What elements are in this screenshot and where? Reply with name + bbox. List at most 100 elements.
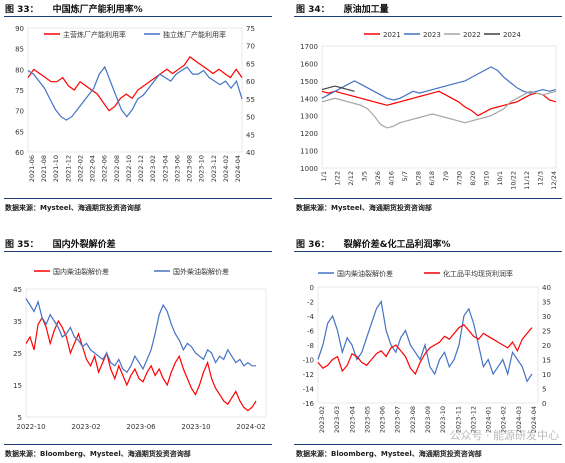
x-tick-label: 2022-12 [137, 155, 145, 182]
x-tick-label: 2021-12 [64, 155, 72, 182]
x-tick-label: 2023-12 [210, 155, 218, 182]
x-tick-label: 2024-04 [530, 406, 538, 433]
refinery-utilization-chart: 60 65 70 75 80 85 90 40 45 50 55 60 65 70 75 2021-06 202… [15, 25, 255, 182]
legend-label: 2022 [463, 31, 481, 39]
y-tick-label: 35 [542, 299, 551, 307]
series-line [25, 298, 256, 374]
y-tick-label: 70 [246, 43, 255, 51]
title-rule [4, 16, 272, 17]
y-tick-label: 35 [13, 318, 22, 326]
x-tick-label: 3/5 [361, 171, 369, 181]
x-tick-label: 5/7 [401, 171, 409, 181]
series-line [321, 90, 557, 129]
y-tick-label: 75 [15, 87, 24, 95]
x-tick-label: 2021-06 [28, 155, 36, 182]
y-tick-label: 10 [542, 371, 551, 379]
legend-label: 国内柴油裂解价差 [337, 269, 393, 278]
title-rule [294, 16, 562, 17]
figure-36-source: 数据来源：Bloomberg、Mysteel、海通期货投资咨询部 [296, 450, 482, 458]
x-tick-label: 2023-02 [149, 155, 157, 182]
figure-title: 国内外裂解价差 [52, 240, 116, 250]
legend-label: 国内柴油裂解价差 [53, 267, 109, 276]
legend-label: 2023 [423, 31, 441, 39]
x-tick-label: 5/28 [415, 171, 423, 186]
y-tick-label: 50 [246, 114, 255, 122]
figure-title: 中国炼厂产能利用率% [52, 5, 143, 15]
y-tick-label: 25 [542, 328, 551, 336]
figure-35-source: 数据来源：Bloomberg、Mysteel、海通期货投资咨询部 [5, 450, 191, 458]
y-tick-label: 30 [542, 313, 551, 321]
x-tick-label: 4/16 [388, 171, 396, 186]
y-tick-label: 45 [246, 131, 255, 139]
x-tick-label: 2023-02 [318, 406, 326, 433]
y-tick-label: 70 [15, 108, 24, 116]
y-tick-label: 1300 [300, 113, 318, 121]
y-tick-label: 90 [15, 25, 24, 33]
x-tick-label: 2023-10 [439, 406, 447, 433]
y-tick-label: 1700 [300, 43, 318, 51]
x-tick-label: 2023-09 [424, 406, 432, 433]
figure-34-source: 数据来源：Mysteel、海通期货投资咨询部 [296, 204, 432, 212]
x-tick-label: 9/10 [482, 171, 490, 186]
y-tick-label: 80 [15, 66, 24, 74]
x-tick-label: 10/22 [509, 171, 517, 190]
series-line [321, 66, 557, 101]
x-tick-label: 6/18 [428, 171, 436, 186]
y-tick-label: 40 [246, 149, 255, 157]
x-tick-label: 7/30 [455, 171, 463, 186]
y-tick-label: 0 [310, 284, 314, 292]
plot-area [321, 45, 557, 169]
y-tick-label: -16 [303, 400, 315, 408]
crack-spread-chart: 5 15 25 35 45 2022-10 2023-02 2023-06 2023-10 202… [13, 267, 267, 431]
x-tick-label: 2024-02 [236, 423, 265, 431]
y-tick-label: 1500 [300, 78, 318, 86]
x-tick-label: 2023-12 [469, 406, 477, 433]
x-tick-label: 2024-02 [222, 155, 230, 182]
series-line [27, 65, 243, 121]
y-tick-label: -8 [307, 342, 314, 350]
y-tick-label: 15 [542, 357, 551, 365]
legend-label: 2024 [503, 31, 521, 39]
x-tick-label: 2024-03 [515, 406, 523, 433]
x-tick-label: 3/26 [374, 171, 382, 186]
x-tick-label: 10/1 [496, 171, 504, 186]
x-tick-label: 12/24 [550, 171, 558, 190]
x-tick-label: 2023-05 [363, 406, 371, 433]
x-tick-label: 2022-10 [125, 155, 133, 182]
x-tick-label: 2023-03 [333, 406, 341, 433]
figure-35-title: 图 35： 国内外裂解价差 [5, 237, 116, 250]
y-tick-label: -4 [307, 313, 315, 321]
x-tick-label: 8/20 [469, 171, 477, 186]
y-tick-label: 40 [542, 284, 551, 292]
y-tick-label: 60 [246, 78, 255, 86]
x-tick-label: 2023-08 [409, 406, 417, 433]
y-tick-label: 20 [542, 342, 551, 350]
x-tick-label: 2023-10 [198, 155, 206, 182]
y-tick-label: 25 [13, 350, 22, 358]
y-tick-label: 1100 [300, 148, 318, 156]
source-rule [294, 198, 562, 199]
title-rule [294, 251, 562, 252]
figure-number: 图 33： [5, 5, 39, 15]
series-line [321, 90, 557, 117]
y-tick-label: 0 [542, 400, 546, 408]
x-tick-label: 2023-04 [348, 406, 356, 433]
figure-title: 裂解价差&化工品利润率% [343, 240, 451, 250]
y-tick-label: 45 [13, 286, 22, 294]
x-tick-label: 2023-08 [186, 155, 194, 182]
y-tick-label: -12 [303, 371, 314, 379]
x-tick-label: 2024-01 [485, 406, 493, 433]
legend-label: 2021 [383, 31, 401, 39]
y-tick-label: 65 [15, 128, 24, 136]
y-tick-label: 5 [18, 414, 22, 422]
crude-processing-chart: 1000 1100 1200 1300 1400 1500 1600 1700 1/1 1/22 2… [300, 31, 558, 190]
series-line [317, 299, 533, 383]
x-tick-label: 2022-06 [101, 155, 109, 182]
series-line [321, 85, 355, 92]
y-tick-label: -2 [307, 299, 314, 307]
spread-profit-chart: -16 -14 -12 -10 -8 -6 -4 -2 0 0 5 10 15 20 25 30 35 40 202… [303, 269, 551, 433]
x-tick-label: 2023-04 [161, 155, 169, 182]
y-tick-label: 85 [15, 46, 24, 54]
figure-33-source: 数据来源：Mysteel、海通期货投资咨询部 [5, 204, 141, 212]
y-tick-label: 1200 [300, 130, 318, 138]
